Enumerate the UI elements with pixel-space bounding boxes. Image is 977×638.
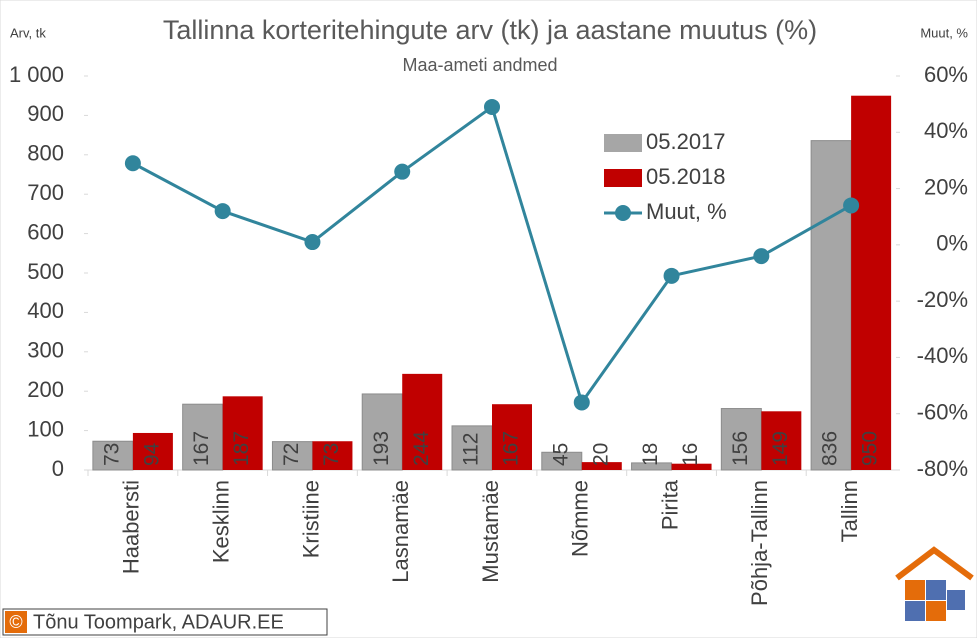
data-label: 112 [460,433,483,466]
data-label: 167 [500,431,523,466]
y-tick-label: 400 [27,298,64,323]
data-label: 16 [679,443,702,466]
data-label: 167 [190,431,213,466]
line-point [124,155,141,172]
y2-tick-label: 60% [924,62,968,87]
data-label: 72 [280,443,303,466]
bar [492,404,532,470]
logo-piece [926,601,946,621]
chart-title: Tallinna korteritehingute arv (tk) ja aa… [163,15,817,45]
bar [761,411,802,470]
x-tick-label: Lasnamäe [388,480,413,583]
line-point [573,394,590,411]
logo-piece [926,580,946,600]
y2-tick-label: -60% [917,400,968,425]
x-tick-label: Pirita [657,479,682,530]
data-label: 18 [639,443,662,466]
bar [671,463,712,470]
line-point [843,197,860,214]
line-point [484,98,500,115]
bar [451,425,493,471]
x-tick-label: Nõmme [568,480,593,557]
credit-symbol: © [9,612,22,632]
bar [271,441,313,471]
bar [851,95,892,470]
data-label: 73 [320,443,343,466]
line-point [304,234,321,251]
x-tick-label: Mustamäe [478,480,503,583]
logo [895,546,974,621]
logo-piece [905,601,925,621]
bar [581,462,622,470]
bar [132,432,173,470]
bar [361,393,403,471]
x-tick-label: Tallinn [837,480,862,542]
line-point [214,203,231,220]
y-tick-label: 1 000 [9,62,64,87]
y-tick-label: 800 [27,141,64,166]
data-label: 187 [230,431,253,466]
credit: © Tõnu Toompark, ADAUR.EE [2,608,328,636]
line-point [663,267,680,284]
credit-text: Tõnu Toompark, ADAUR.EE [33,611,284,633]
y2-tick-label: -40% [917,343,968,368]
bar [541,451,583,471]
y-tick-label: 500 [27,259,64,284]
x-tick-label: Haabersti [119,480,144,574]
y-tick-label: 100 [27,416,64,441]
y2-axis-label: Muut, % [920,25,968,40]
data-label: 836 [819,431,842,466]
legend-swatch [604,169,642,187]
chart-subtitle: Maa-ameti andmed [402,55,557,75]
line-point [753,248,770,265]
y-tick-label: 300 [27,338,64,363]
y-tick-label: 700 [27,180,64,205]
data-label: 244 [410,431,433,466]
x-tick-label: Põhja-Tallinn [747,480,772,606]
data-label: 149 [769,431,792,466]
logo-roof [895,546,974,581]
y2-tick-label: 40% [924,118,968,143]
x-tick-label: Kristiine [298,480,323,558]
data-label: 45 [549,443,572,466]
bar [312,441,353,470]
logo-piece [947,590,965,610]
credit-box [2,608,328,636]
y2-tick-label: 0% [936,231,968,256]
y-tick-label: 0 [52,456,64,481]
y2-tick-label: -20% [917,287,968,312]
data-label: 73 [100,443,123,466]
data-label: 156 [729,431,752,466]
bar [402,373,443,470]
data-label: 950 [859,431,882,466]
line-point [394,163,411,180]
y-tick-label: 200 [27,377,64,402]
bar [810,140,852,471]
data-label: 20 [589,443,612,466]
legend-swatch [604,134,642,152]
legend-label: 05.2018 [646,164,726,189]
data-label: 193 [370,431,393,466]
data-label: 94 [140,442,163,466]
y-tick-label: 600 [27,219,64,244]
x-tick-label: Kesklinn [208,480,233,563]
legend-swatch [615,205,631,221]
bar [222,396,263,470]
y2-tick-label: 20% [924,174,968,199]
y2-tick-label: -80% [917,456,968,481]
legend-label: Muut, % [646,199,727,224]
credit-icon [5,611,27,633]
y-axis-label: Arv, tk [10,25,46,40]
logo-piece [905,580,925,600]
legend-label: 05.2017 [646,129,726,154]
y-tick-label: 900 [27,101,64,126]
bar [182,403,224,471]
